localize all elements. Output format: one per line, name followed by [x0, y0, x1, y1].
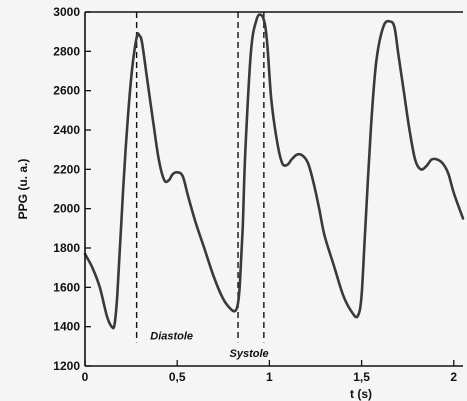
x-tick-label: 2 [450, 370, 457, 384]
labels: 1200 1400 1600 1800 2000 2200 2400 2600 2800 3000… [16, 5, 457, 401]
y-tick-label: 2400 [53, 123, 80, 137]
x-tick-label: 0,5 [169, 370, 186, 384]
x-tick-label: 0 [82, 370, 89, 384]
y-tick-label: 1800 [53, 241, 80, 255]
axes [84, 11, 463, 367]
y-tick-label: 2000 [53, 202, 80, 216]
y-tick-label: 2600 [53, 84, 80, 98]
y-tick-label: 1400 [53, 320, 80, 334]
x-axis-title: t (s) [350, 387, 372, 401]
y-tick-label: 1600 [53, 280, 80, 294]
x-tick-label: 1,5 [353, 370, 370, 384]
y-tick-label: 3000 [53, 5, 80, 19]
y-tick-label: 2200 [53, 162, 80, 176]
plot-area [83, 12, 465, 343]
y-tick-label: 2800 [53, 44, 80, 58]
x-tick-label: 1 [266, 370, 273, 384]
annotation-systole: Systole [230, 348, 269, 360]
y-tick-label: 1200 [53, 359, 80, 373]
ppg-signal-line [83, 13, 465, 330]
annotation-diastole: Diastole [150, 331, 193, 343]
y-axis-title: PPG (u. a.) [16, 159, 30, 220]
